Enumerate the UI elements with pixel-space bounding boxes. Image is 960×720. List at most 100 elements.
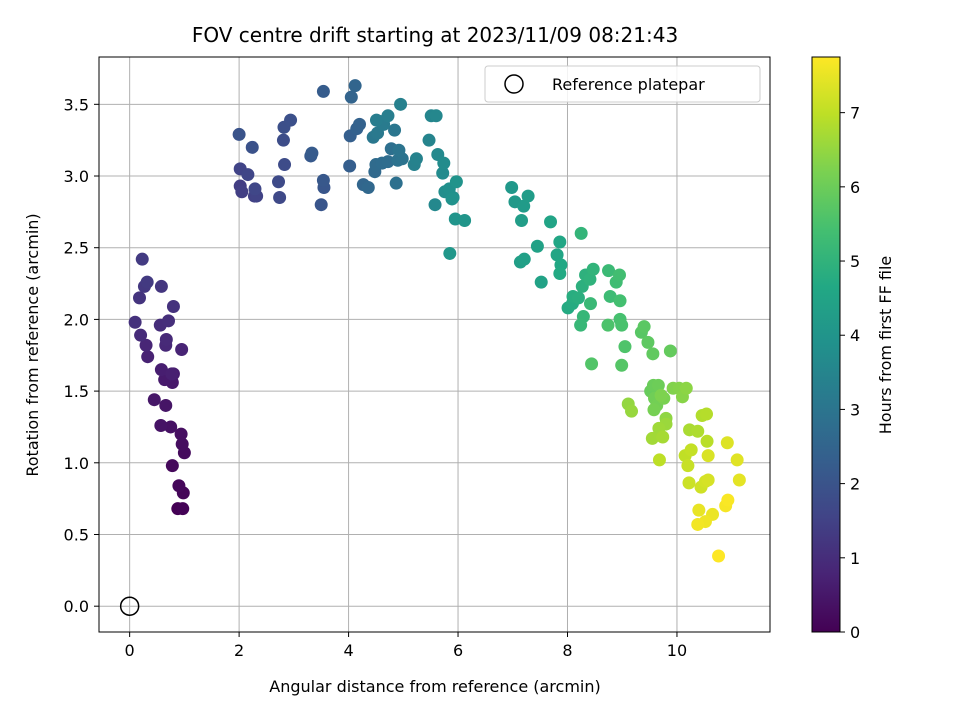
scatter-point (700, 407, 714, 421)
scatter-point (159, 332, 173, 346)
x-tick-label: 6 (453, 641, 463, 660)
scatter-point (147, 393, 161, 407)
x-tick-label: 2 (234, 641, 244, 660)
scatter-point (316, 84, 330, 98)
scatter-point (165, 367, 179, 381)
scatter-point (637, 320, 651, 334)
scatter-point (701, 449, 715, 463)
scatter-point (428, 198, 442, 212)
scatter-point (449, 175, 463, 189)
reference-marker-group (119, 596, 140, 616)
colorbar-label: Hours from first FF file (876, 256, 895, 435)
colorbar: 0 1 2 3 4 5 6 7 Hours from first FF file (811, 56, 895, 642)
scatter-point (656, 430, 670, 444)
scatter-point (682, 476, 696, 490)
scatter-point (615, 358, 629, 372)
scatter-point (684, 443, 698, 457)
scatter-point (641, 335, 655, 349)
colorbar-tick-label: 1 (850, 549, 860, 568)
scatter-point (458, 213, 472, 227)
scatter-point (679, 381, 693, 395)
legend: Reference platepar (484, 65, 761, 103)
colorbar-tick-label: 2 (850, 475, 860, 494)
scatter-point (154, 419, 168, 433)
scatter-point (133, 291, 147, 305)
legend-label: Reference platepar (552, 75, 705, 94)
colorbar-tick-label: 0 (850, 623, 860, 642)
scatter-point (603, 289, 617, 303)
scatter-point (712, 549, 726, 563)
y-tick-label: 2.5 (64, 239, 89, 258)
scatter-point (134, 328, 148, 342)
x-tick-label: 8 (562, 641, 572, 660)
scatter-point (613, 294, 627, 308)
scatter-point (553, 267, 567, 281)
scatter-point (515, 213, 529, 227)
x-tick-label: 4 (343, 641, 353, 660)
scatter-point (174, 427, 188, 441)
scatter-point (165, 459, 179, 473)
scatter-point (521, 189, 535, 203)
scatter-point (272, 175, 286, 189)
scatter-point (305, 146, 319, 160)
scatter-point (381, 155, 395, 169)
y-tick-label: 1.0 (64, 454, 89, 473)
y-tick-label: 0.0 (64, 597, 89, 616)
scatter-point (652, 453, 666, 467)
scatter-point (646, 347, 660, 361)
y-axis-title: Rotation from reference (arcmin) (23, 213, 42, 476)
scatter-point (583, 272, 597, 286)
reference-marker (119, 596, 140, 616)
scatter-point (175, 343, 189, 357)
colorbar-tick-label: 7 (850, 104, 860, 123)
scatter-point (574, 226, 588, 240)
scatter-point (381, 109, 395, 123)
scatter-point (241, 168, 255, 182)
scatter-point (517, 199, 531, 213)
scatter-point (571, 291, 585, 305)
scatter-point (140, 275, 154, 289)
colorbar-tick-label: 5 (850, 252, 860, 271)
scatter-point (700, 434, 714, 448)
scatter-point (284, 113, 298, 127)
scatter-point (721, 493, 735, 507)
scatter-point (651, 378, 665, 392)
scatter-point (534, 275, 548, 289)
y-tick-label: 2.0 (64, 310, 89, 329)
scatter-point (732, 473, 746, 487)
scatter-point (172, 479, 186, 493)
scatter-point (663, 344, 677, 358)
scatter-point (394, 97, 408, 111)
chart-title: FOV centre drift starting at 2023/11/09 … (192, 23, 678, 47)
scatter-point (369, 113, 383, 127)
scatter-point (128, 315, 142, 329)
scatter-point (235, 185, 249, 199)
scatter-point (701, 473, 715, 487)
scatter-point (574, 318, 588, 332)
scatter-point (429, 109, 443, 123)
scatter-point (436, 166, 450, 180)
plot-frame (98, 56, 771, 633)
scatter-point (692, 503, 706, 517)
scatter-point (601, 318, 615, 332)
scatter-point (583, 297, 597, 311)
scatter-point (691, 517, 705, 531)
scatter-point (314, 198, 328, 212)
scatter-point (645, 431, 659, 445)
scatter-point (443, 246, 457, 260)
scatter-point (505, 180, 519, 194)
scatter-point (389, 176, 403, 190)
scatter-point (618, 340, 632, 354)
colorbar-ticks: 0 1 2 3 4 5 6 7 (840, 104, 860, 642)
scatter-point (586, 262, 600, 276)
scatter-point (176, 502, 190, 516)
y-tick-label: 3.0 (64, 167, 89, 186)
scatter-point (445, 192, 459, 206)
y-tick-label: 1.5 (64, 382, 89, 401)
scatter-point (154, 279, 168, 293)
x-tick-label: 10 (667, 641, 687, 660)
y-tick-label: 0.5 (64, 525, 89, 544)
scatter-point (159, 398, 173, 412)
scatter-point (615, 318, 629, 332)
scatter-point (422, 133, 436, 147)
